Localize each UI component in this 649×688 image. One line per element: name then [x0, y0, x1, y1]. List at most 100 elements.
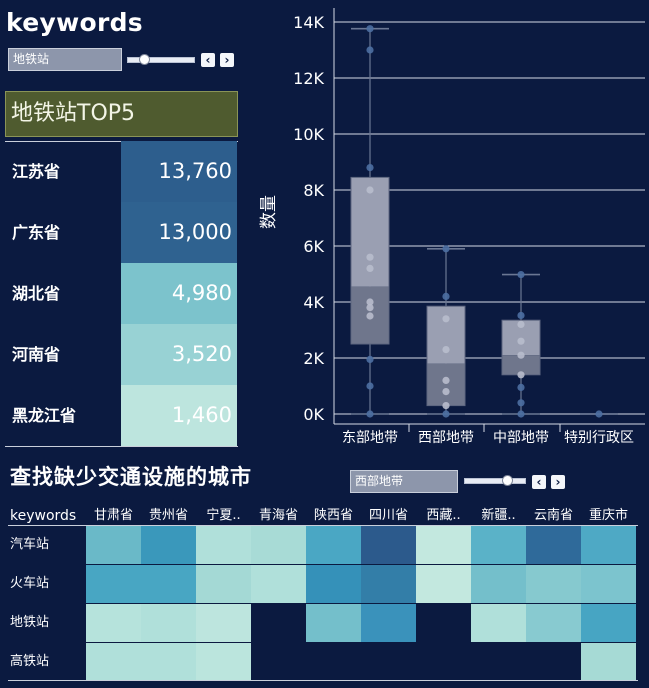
top5-table: 江苏省 13,760 广东省 13,000 湖北省 4,980 河南省 3,52…: [5, 141, 238, 446]
region-slider[interactable]: [464, 475, 526, 487]
column-header: 青海省: [251, 506, 306, 526]
data-point: [442, 410, 449, 417]
column-header: 云南省: [526, 506, 581, 526]
top5-title: 地铁站TOP5: [5, 91, 238, 137]
heatmap-bottom-border: [8, 680, 638, 681]
data-point: [442, 346, 449, 353]
value-cell: 3,520: [121, 324, 237, 385]
box-2[interactable]: [502, 271, 540, 418]
box-3[interactable]: [580, 410, 618, 417]
boxplot-chart: 0K 2K 4K 6K 8K 10K 12K 14K 东部地带 西部地带 中部地带 特别行政区 数量: [250, 0, 649, 455]
heatmap-cell[interactable]: [196, 604, 251, 642]
table-bottom-border: [5, 446, 238, 447]
heatmap-cell[interactable]: [361, 526, 416, 564]
heatmap-cell[interactable]: [306, 565, 361, 603]
data-point: [366, 298, 373, 305]
slider-thumb[interactable]: [139, 54, 150, 65]
heatmap-cell[interactable]: [581, 565, 636, 603]
value-cell: 1,460: [121, 385, 237, 446]
heatmap-cell[interactable]: [141, 604, 196, 642]
heatmap-cell[interactable]: [86, 643, 141, 681]
y-tick-label: 8K: [303, 181, 324, 200]
prev-button[interactable]: ‹: [532, 475, 546, 489]
heatmap-cell[interactable]: [581, 526, 636, 564]
heatmap-cell[interactable]: [471, 604, 526, 642]
prev-button[interactable]: ‹: [201, 53, 215, 67]
table-row[interactable]: 广东省 13,000: [5, 202, 238, 263]
next-button[interactable]: ›: [220, 53, 234, 67]
heatmap-cell[interactable]: [581, 643, 636, 681]
data-point: [442, 402, 449, 409]
heatmap-cell[interactable]: [86, 526, 141, 564]
heatmap-row-header: keywords: [10, 506, 85, 526]
table-row[interactable]: 河南省 3,520: [5, 324, 238, 385]
column-header: 贵州省: [141, 506, 196, 526]
x-axis-labels: 东部地带 西部地带 中部地带 特别行政区: [342, 430, 634, 446]
y-tick-label: 0K: [303, 405, 324, 424]
data-point: [366, 356, 373, 363]
column-header: 重庆市: [581, 506, 636, 526]
heatmap-cell[interactable]: [86, 565, 141, 603]
data-point: [442, 388, 449, 395]
heatmap-cell[interactable]: [526, 604, 581, 642]
table-row[interactable]: 湖北省 4,980: [5, 263, 238, 324]
x-tick-label: 特别行政区: [564, 430, 634, 446]
heatmap-cell[interactable]: [526, 565, 581, 603]
slider-track: [464, 478, 526, 484]
heatmap-cell[interactable]: [361, 604, 416, 642]
data-point: [517, 399, 524, 406]
heatmap-cell[interactable]: [251, 526, 306, 564]
heatmap-cell[interactable]: [471, 565, 526, 603]
heatmap-cell[interactable]: [86, 604, 141, 642]
table-row[interactable]: 江苏省 13,760: [5, 141, 238, 202]
heatmap-cell[interactable]: [141, 565, 196, 603]
heatmap-cell[interactable]: [306, 604, 361, 642]
slider-track: [127, 57, 195, 63]
slider-thumb[interactable]: [502, 475, 513, 486]
data-point: [366, 382, 373, 389]
data-point: [517, 371, 524, 378]
value-cell: 4,980: [121, 263, 237, 324]
heatmap-cell[interactable]: [196, 565, 251, 603]
box-1[interactable]: [427, 245, 465, 417]
heatmap-cell[interactable]: [471, 526, 526, 564]
data-point: [366, 254, 373, 261]
boxes: [351, 25, 618, 417]
chevron-right-icon: ›: [225, 53, 230, 67]
heatmap-cell[interactable]: [416, 565, 471, 603]
y-tick-label: 14K: [293, 13, 324, 32]
heatmap-cell[interactable]: [416, 526, 471, 564]
column-header: 四川省: [361, 506, 416, 526]
heatmap-cell[interactable]: [526, 526, 581, 564]
data-point: [517, 384, 524, 391]
heatmap-cell[interactable]: [196, 643, 251, 681]
heatmap-row-label: 火车站: [10, 564, 49, 603]
heatmap-cell[interactable]: [251, 565, 306, 603]
data-point: [366, 186, 373, 193]
chevron-left-icon: ‹: [206, 53, 211, 67]
next-button[interactable]: ›: [551, 475, 565, 489]
data-point: [366, 312, 373, 319]
data-point: [517, 312, 524, 319]
chevron-left-icon: ‹: [537, 475, 542, 489]
y-axis: 0K 2K 4K 6K 8K 10K 12K 14K: [293, 8, 645, 432]
keyword-filter-select[interactable]: 地铁站: [8, 48, 122, 71]
data-point: [517, 271, 524, 278]
value-cell: 13,760: [121, 141, 237, 202]
heatmap-cell[interactable]: [581, 604, 636, 642]
y-tick-label: 4K: [303, 293, 324, 312]
heatmap-cell[interactable]: [196, 526, 251, 564]
province-label: 河南省: [12, 324, 60, 385]
column-header: 陕西省: [306, 506, 361, 526]
region-filter-select[interactable]: 西部地带: [350, 470, 458, 493]
keyword-slider[interactable]: [127, 54, 195, 66]
data-point: [442, 377, 449, 384]
box-0[interactable]: [351, 25, 389, 417]
heatmap-cell[interactable]: [141, 526, 196, 564]
heatmap-cell[interactable]: [306, 526, 361, 564]
table-row[interactable]: 黑龙江省 1,460: [5, 385, 238, 446]
column-header: 宁夏..: [196, 506, 251, 526]
heatmap-cell[interactable]: [361, 565, 416, 603]
province-label: 黑龙江省: [12, 385, 76, 446]
heatmap-cell[interactable]: [141, 643, 196, 681]
